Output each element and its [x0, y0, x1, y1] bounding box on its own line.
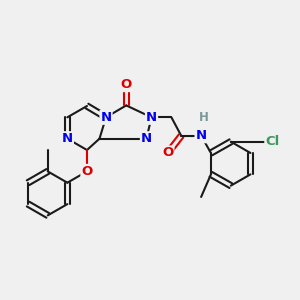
Text: O: O: [81, 165, 93, 178]
Text: N: N: [100, 111, 112, 124]
Text: N: N: [146, 111, 157, 124]
Text: O: O: [162, 146, 173, 160]
Text: O: O: [121, 78, 132, 91]
Text: H: H: [199, 111, 208, 124]
Text: N: N: [141, 132, 152, 145]
Text: Cl: Cl: [265, 135, 280, 148]
Text: N: N: [196, 129, 207, 142]
Text: N: N: [62, 132, 73, 145]
